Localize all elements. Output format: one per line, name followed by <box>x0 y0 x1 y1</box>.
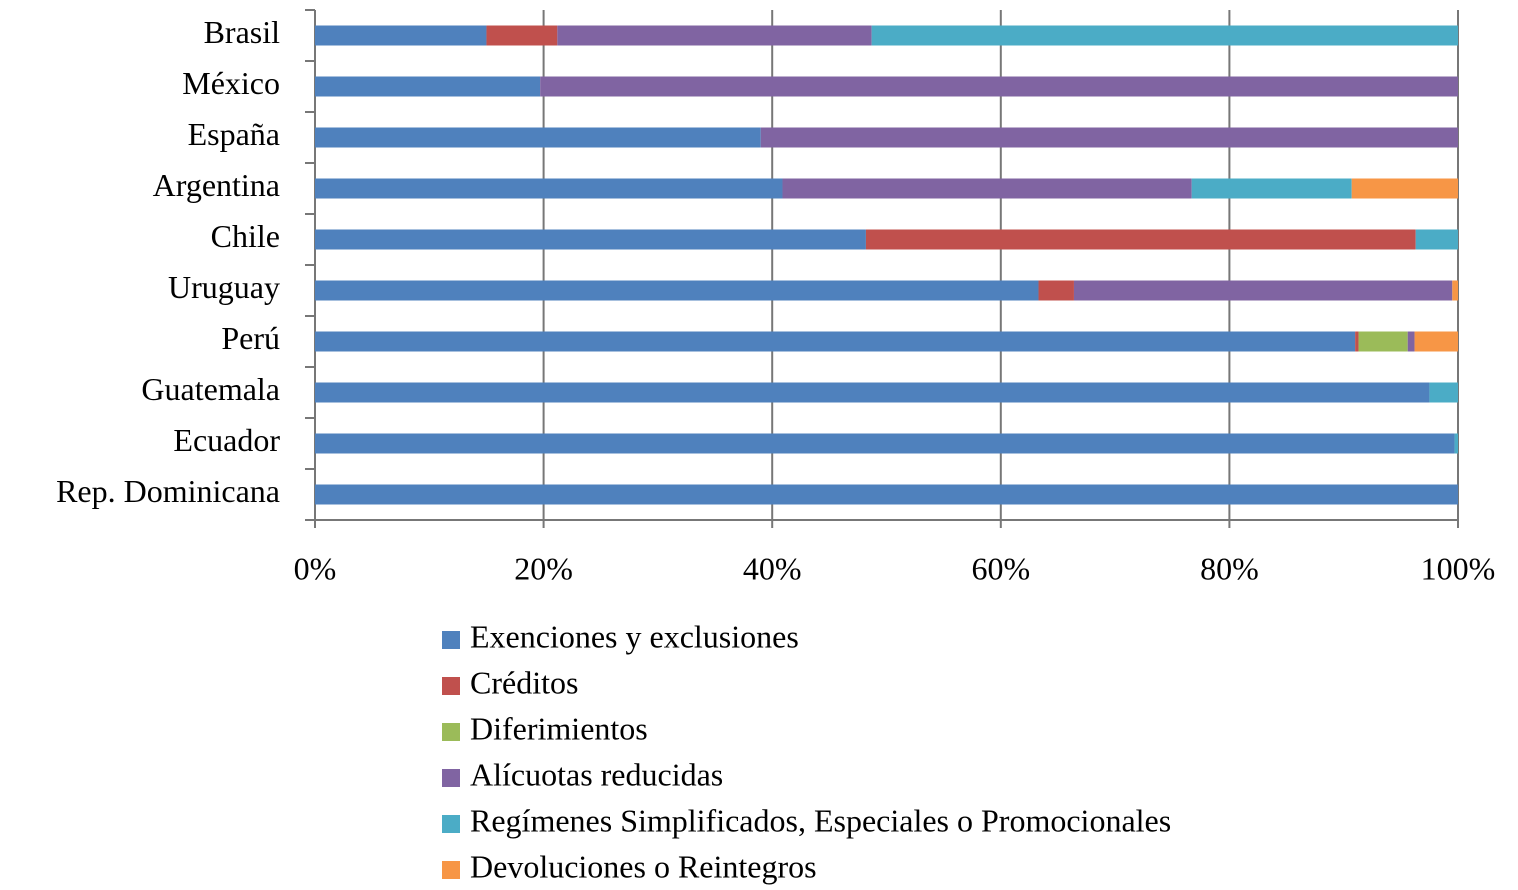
y-tick-label: México <box>182 65 280 101</box>
bar-segment <box>1038 280 1074 301</box>
bar-segment <box>540 76 1458 97</box>
bar-segment <box>1351 178 1458 199</box>
bar-segment <box>1429 382 1458 403</box>
x-tick-label: 0% <box>294 550 337 586</box>
legend-swatch <box>442 677 460 695</box>
legend-swatch <box>442 723 460 741</box>
x-tick-label: 100% <box>1421 550 1496 586</box>
y-tick-label: Guatemala <box>141 371 280 407</box>
legend-swatch <box>442 861 460 879</box>
bar-segment <box>1414 331 1458 352</box>
bar-segment <box>865 229 1416 250</box>
y-tick-label: Uruguay <box>168 269 280 305</box>
x-tick-label: 40% <box>743 550 802 586</box>
bar-segment <box>315 331 1356 352</box>
legend-label: Devoluciones o Reintegros <box>470 848 817 884</box>
bar-segment <box>1415 229 1458 250</box>
bar-segment <box>1407 331 1415 352</box>
bar-segment <box>871 25 1458 46</box>
bar-segment <box>1191 178 1352 199</box>
bar-segment <box>782 178 1192 199</box>
y-tick-label: Chile <box>211 218 280 254</box>
y-tick-label: Argentina <box>153 167 280 203</box>
y-tick-label: España <box>188 116 280 152</box>
bar-segment <box>315 76 541 97</box>
x-tick-label: 80% <box>1200 550 1259 586</box>
bar-segment <box>315 484 1458 505</box>
x-tick-label: 60% <box>971 550 1030 586</box>
x-tick-label: 20% <box>514 550 573 586</box>
bar-segment <box>1073 280 1453 301</box>
bar-segment <box>315 382 1430 403</box>
y-tick-label: Ecuador <box>173 422 280 458</box>
y-tick-label: Brasil <box>204 14 281 50</box>
bar-segment <box>315 433 1455 454</box>
bar-segment <box>1358 331 1408 352</box>
bar-segment <box>315 127 761 148</box>
bar-segment <box>1454 433 1458 454</box>
bar-segment <box>315 229 866 250</box>
legend-label: Alícuotas reducidas <box>470 756 723 792</box>
legend-label: Exenciones y exclusiones <box>470 618 799 654</box>
bar-segment <box>315 178 783 199</box>
bar-segment <box>557 25 872 46</box>
y-tick-label: Perú <box>221 320 280 356</box>
y-tick-label: Rep. Dominicana <box>56 473 280 509</box>
bar-segment <box>760 127 1458 148</box>
legend-swatch <box>442 815 460 833</box>
legend-label: Créditos <box>470 664 578 700</box>
bar-segment <box>486 25 558 46</box>
bar-segment <box>315 280 1039 301</box>
legend-label: Regímenes Simplificados, Especiales o Pr… <box>470 802 1171 838</box>
bar-segment <box>1355 331 1359 352</box>
legend-label: Diferimientos <box>470 710 648 746</box>
legend-swatch <box>442 631 460 649</box>
legend-swatch <box>442 769 460 787</box>
bar-segment <box>1452 280 1458 301</box>
bar-segment <box>315 25 487 46</box>
